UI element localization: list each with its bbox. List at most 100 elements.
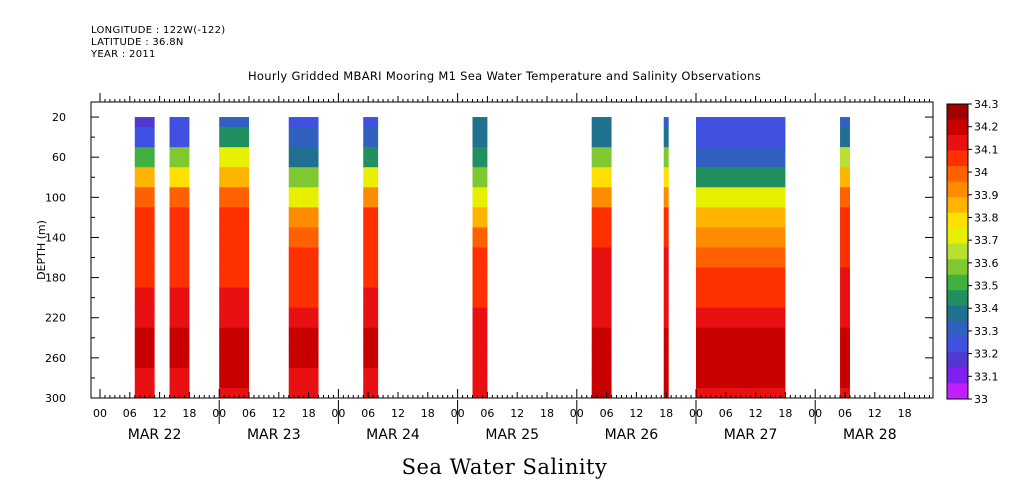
salinity-cell [696, 367, 786, 389]
salinity-cell [288, 367, 319, 389]
salinity-cell [591, 227, 612, 248]
salinity-cell [169, 227, 190, 248]
colorbar-swatch [947, 243, 968, 260]
salinity-cell [219, 147, 249, 168]
colorbar-swatch [947, 352, 968, 369]
salinity-cell [663, 287, 669, 309]
salinity-cell [840, 287, 850, 309]
colorbar-swatch [947, 135, 968, 151]
latitude-label: LATITUDE : 36.8N [91, 37, 184, 48]
y-axis-title: DEPTH (m) [35, 220, 48, 280]
colorbar-swatch [947, 166, 968, 182]
x-hour-label: 06 [600, 407, 614, 420]
salinity-cell [591, 367, 612, 389]
salinity-cell [134, 267, 155, 289]
salinity-cell [363, 167, 379, 188]
x-day-label: MAR 25 [485, 427, 539, 443]
salinity-cell [219, 307, 249, 329]
colorbar-label: 34.3 [974, 98, 999, 111]
y-tick-label: 100 [45, 191, 66, 204]
salinity-cell [840, 347, 850, 369]
salinity-cell [219, 187, 249, 208]
salinity-cell [472, 167, 488, 188]
colorbar-swatch [947, 367, 968, 384]
x-day-label: MAR 28 [843, 427, 897, 443]
salinity-cell [696, 207, 786, 228]
salinity-cell [219, 287, 249, 309]
salinity-cell [840, 327, 850, 349]
colorbar-label: 33.4 [974, 302, 999, 315]
salinity-cell [134, 367, 155, 389]
salinity-cell [288, 247, 319, 269]
salinity-cell [134, 327, 155, 349]
x-hour-label: 12 [272, 407, 286, 420]
salinity-cell [169, 307, 190, 329]
salinity-cell [134, 127, 155, 148]
salinity-cell [169, 117, 190, 128]
salinity-cell [363, 287, 379, 309]
x-hour-label: 12 [510, 407, 524, 420]
colorbar-swatch [947, 119, 968, 136]
salinity-cell [840, 307, 850, 329]
salinity-cell [663, 227, 669, 248]
colorbar-swatch [947, 150, 968, 167]
longitude-label: LONGITUDE : 122W(-122) [91, 25, 226, 36]
colorbar-label: 33.8 [974, 211, 999, 224]
colorbar-label: 33.6 [974, 257, 999, 270]
salinity-cell [363, 247, 379, 269]
salinity-cell [696, 327, 786, 349]
salinity-cell [219, 327, 249, 349]
salinity-cell [472, 307, 488, 329]
salinity-cell [219, 167, 249, 188]
salinity-cell [219, 347, 249, 369]
salinity-cell [363, 387, 379, 399]
x-hour-label: 12 [749, 407, 763, 420]
salinity-cell [591, 117, 612, 128]
x-hour-label: 18 [778, 407, 792, 420]
y-tick-label: 140 [45, 231, 66, 244]
salinity-cell [288, 187, 319, 208]
salinity-cell [472, 247, 488, 269]
x-day-label: MAR 22 [128, 427, 182, 443]
salinity-cell [696, 147, 786, 168]
salinity-cell [472, 117, 488, 128]
salinity-cell [363, 307, 379, 329]
salinity-cell [219, 247, 249, 269]
salinity-cell [288, 227, 319, 248]
salinity-cell [663, 187, 669, 208]
colorbar-swatch [947, 290, 968, 307]
colorbar-label: 34.2 [974, 121, 999, 134]
salinity-cell [134, 207, 155, 228]
salinity-cell [663, 167, 669, 188]
year-label: YEAR : 2011 [91, 49, 156, 60]
x-hour-label: 12 [391, 407, 405, 420]
salinity-cell [288, 347, 319, 369]
salinity-cell [169, 147, 190, 168]
salinity-cell [134, 187, 155, 208]
salinity-cell [472, 207, 488, 228]
salinity-cell [169, 167, 190, 188]
salinity-cell [169, 267, 190, 289]
x-hour-label: 18 [302, 407, 316, 420]
x-hour-label: 12 [153, 407, 167, 420]
salinity-cell [663, 307, 669, 329]
salinity-cell [663, 147, 669, 168]
salinity-cell [219, 207, 249, 228]
salinity-cell [288, 307, 319, 329]
salinity-cell [696, 287, 786, 309]
x-axis-title: Sea Water Salinity [401, 455, 608, 479]
salinity-cell [472, 187, 488, 208]
salinity-cell [472, 287, 488, 309]
colorbar-label: 33.9 [974, 189, 999, 202]
salinity-cell [169, 387, 190, 399]
colorbar-swatch [947, 197, 968, 213]
colorbar-label: 34.1 [974, 143, 999, 156]
colorbar-swatch [947, 104, 968, 120]
salinity-cell [169, 347, 190, 369]
salinity-cell [363, 227, 379, 248]
salinity-cell [288, 267, 319, 289]
salinity-cell [472, 327, 488, 349]
salinity-cell [840, 127, 850, 148]
x-hour-label: 18 [182, 407, 196, 420]
x-hour-label: 18 [421, 407, 435, 420]
